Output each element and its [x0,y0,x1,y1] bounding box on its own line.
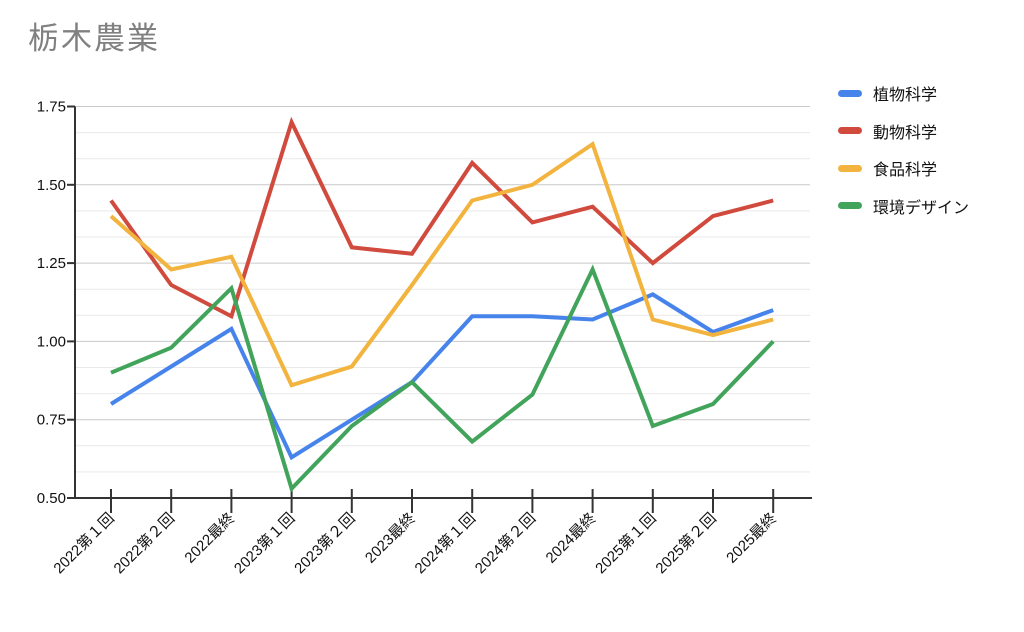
legend-item: 環境デザイン [838,197,970,217]
chart-title: 栃木農業 [28,21,160,56]
legend-item: 動物科学 [838,122,938,142]
x-axis-label: 2022第１回 [50,509,118,577]
series-line-2[interactable] [109,116,774,320]
x-axis-label: 2024第１回 [411,509,479,577]
y-axis-label: 0.75 [37,412,66,429]
y-axis-label: 0.50 [37,490,66,507]
x-axis-label: 2025最終 [723,510,780,567]
x-axis-label: 2022第２回 [110,509,178,577]
x-axis-label: 2023第１回 [230,509,298,577]
y-axis-label: 1.75 [37,99,66,116]
series-line-4[interactable] [110,264,775,493]
y-axis-label: 1.50 [37,177,66,194]
x-axis-label: 2023第２回 [290,509,358,577]
y-axis-label: 1.00 [37,333,66,350]
x-axis-label: 2025第２回 [652,509,720,577]
x-axis-label: 2025第１回 [591,509,659,577]
series-line-3[interactable] [109,140,774,388]
legend-label: 環境デザイン [873,199,970,217]
legend-item: 食品科学 [838,159,938,180]
legend-label: 食品科学 [873,162,938,180]
x-axis-label: 2023最終 [362,510,419,567]
x-axis-label: 2022最終 [181,510,238,567]
legend-item: 植物科学 [838,84,938,104]
legend-swatch [838,164,862,172]
legend-swatch [838,89,862,97]
series-line-1[interactable] [109,292,774,461]
y-axis-label: 1.25 [37,255,66,272]
legend-swatch [838,202,862,210]
legend-label: 植物科学 [873,87,938,104]
legend-label: 動物科学 [873,124,938,142]
legend-swatch [838,127,862,135]
x-axis-label: 2024第２回 [471,509,539,577]
x-axis-label: 2024最終 [543,510,600,567]
